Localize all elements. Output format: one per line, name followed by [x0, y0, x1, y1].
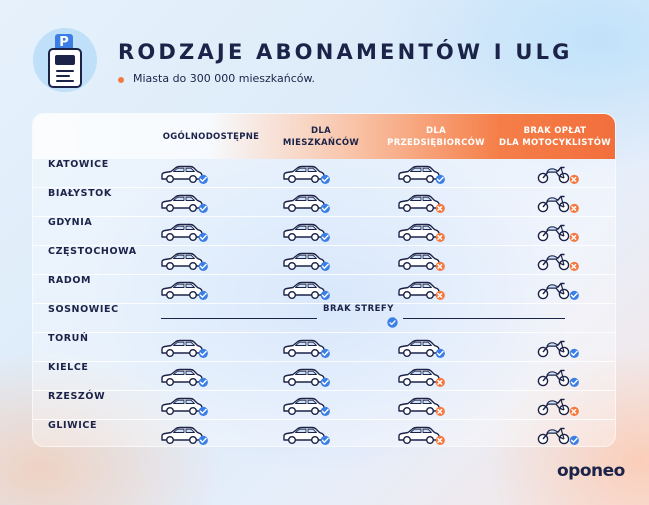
motorcycle-icon-check [529, 365, 585, 389]
column-header-public: OGÓLNODOSTĘPNE [162, 131, 260, 142]
bullet-dot [118, 77, 124, 83]
city-name: CZĘSTOCHOWA [48, 246, 137, 257]
page-title: RODZAJE ABONAMENTÓW I ULG [118, 40, 573, 64]
car-icon-check [158, 162, 214, 186]
motorcycle-icon-check [529, 423, 585, 446]
car-icon-check [158, 220, 214, 244]
table-row: CZĘSTOCHOWA [33, 246, 615, 275]
motorcycle-icon-cross [529, 220, 585, 244]
car-icon-cross [395, 423, 451, 446]
city-name: RADOM [48, 275, 92, 286]
column-header-motorcyclists: BRAK OPŁAT DLA MOTOCYKLISTÓW [499, 125, 611, 148]
brand-logo: oponeo [557, 461, 625, 481]
car-icon-check [280, 162, 336, 186]
car-icon-check [158, 423, 214, 446]
table-row: KATOWICE [33, 159, 615, 188]
car-icon-check [280, 365, 336, 389]
motorcycle-icon-cross [529, 191, 585, 215]
check-badge-icon [387, 313, 398, 328]
table-row: GDYNIA [33, 217, 615, 246]
car-icon-check [280, 191, 336, 215]
car-icon-check [280, 220, 336, 244]
no-zone-line-left [161, 318, 317, 319]
table-header-background [33, 114, 615, 159]
column-header-entrepreneurs: DLA PRZEDSIĘBIORCÓW [387, 125, 485, 148]
no-zone-line-right [403, 318, 565, 319]
car-icon-check [395, 336, 451, 360]
car-icon-check [280, 249, 336, 273]
parking-meter-badge: P [33, 28, 97, 92]
city-name: GLIWICE [48, 420, 98, 431]
car-icon-check [280, 278, 336, 302]
car-icon-check [158, 365, 214, 389]
table-row: RZESZÓW [33, 391, 615, 420]
car-icon-cross [395, 249, 451, 273]
motorcycle-icon-check [529, 278, 585, 302]
car-icon-check [158, 278, 214, 302]
car-icon-check [395, 162, 451, 186]
car-icon-cross [395, 220, 451, 244]
motorcycle-icon-cross [529, 394, 585, 418]
city-name: RZESZÓW [48, 391, 106, 402]
motorcycle-icon-cross [529, 249, 585, 273]
table-row: SOSNOWIEC BRAK STREFY [33, 304, 615, 333]
parking-sign-icon: P [55, 34, 73, 52]
city-name: BIAŁYSTOK [48, 188, 112, 199]
city-name: TORUŃ [48, 333, 89, 344]
car-icon-cross [395, 394, 451, 418]
table-row: KIELCE [33, 362, 615, 391]
no-zone-label: BRAK STREFY [323, 304, 394, 314]
car-icon-check [158, 336, 214, 360]
page-subtitle: Miasta do 300 000 mieszkańców. [133, 72, 315, 85]
table-row: GLIWICE [33, 420, 615, 446]
car-icon-check [280, 394, 336, 418]
car-icon-check [158, 394, 214, 418]
city-name: KATOWICE [48, 159, 109, 170]
car-icon-cross [395, 365, 451, 389]
motorcycle-icon-check [529, 336, 585, 360]
car-icon-check [280, 423, 336, 446]
city-name: GDYNIA [48, 217, 93, 228]
table-row: BIAŁYSTOK [33, 188, 615, 217]
car-icon-cross [395, 278, 451, 302]
subscription-table: OGÓLNODOSTĘPNE DLA MIESZKAŃCÓW DLA PRZED… [32, 113, 616, 447]
parking-meter-icon [48, 48, 82, 88]
car-icon-check [158, 191, 214, 215]
table-row: TORUŃ [33, 333, 615, 362]
motorcycle-icon-cross [529, 162, 585, 186]
car-icon-check [280, 336, 336, 360]
column-header-residents: DLA MIESZKAŃCÓW [282, 125, 360, 148]
car-icon-check [158, 249, 214, 273]
car-icon-cross [395, 191, 451, 215]
city-name: SOSNOWIEC [48, 304, 119, 315]
table-row: RADOM [33, 275, 615, 304]
city-name: KIELCE [48, 362, 89, 373]
